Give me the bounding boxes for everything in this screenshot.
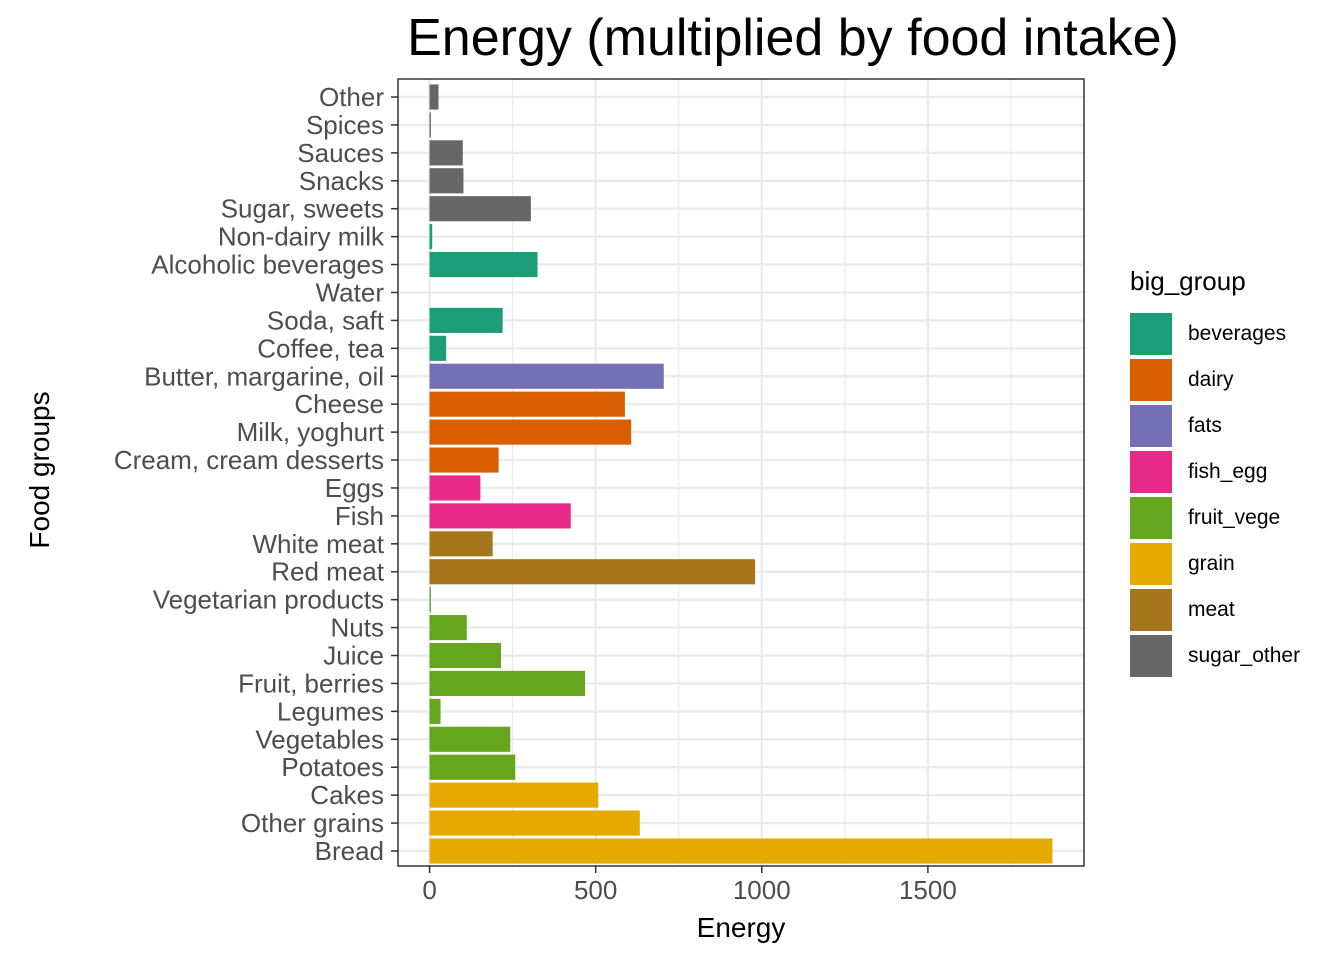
legend-swatch <box>1130 451 1172 493</box>
x-axis-title: Energy <box>696 912 786 943</box>
bar-sauces <box>429 140 463 166</box>
y-tick-label: Other <box>319 82 384 112</box>
y-tick-label: Eggs <box>325 473 384 503</box>
y-tick-label: Coffee, tea <box>257 333 384 363</box>
legend-label: beverages <box>1188 322 1287 345</box>
legend-item: fruit_vege <box>1130 495 1300 541</box>
y-tick-label: Vegetarian products <box>153 585 384 615</box>
y-tick-label: Cakes <box>310 780 384 810</box>
y-tick-label: Milk, yoghurt <box>237 417 385 447</box>
y-tick-label: Red meat <box>271 557 384 587</box>
y-axis-title: Food groups <box>24 391 55 549</box>
y-tick-label: Water <box>316 277 385 307</box>
y-tick-label: Fish <box>335 501 384 531</box>
bar-non-dairy-milk <box>429 224 433 250</box>
legend-item: fish_egg <box>1130 449 1300 495</box>
bar-legumes <box>429 698 441 724</box>
bar-snacks <box>429 168 464 194</box>
legend-label: fats <box>1188 414 1222 437</box>
bar-milk-yoghurt <box>429 419 632 445</box>
y-tick-label: Juice <box>323 641 384 671</box>
bar-cheese <box>429 391 625 417</box>
y-tick-label: Other grains <box>241 808 384 838</box>
legend-swatch <box>1130 589 1172 631</box>
y-tick-label: Legumes <box>277 696 384 726</box>
y-tick-label: Butter, margarine, oil <box>144 361 384 391</box>
bar-eggs <box>429 475 481 501</box>
bar-other-grains <box>429 810 640 836</box>
bar-alcoholic-beverages <box>429 251 538 278</box>
x-tick-label: 1000 <box>733 875 791 905</box>
legend-item: sugar_other <box>1130 633 1300 679</box>
y-tick-label: Soda, saft <box>267 305 385 335</box>
x-tick-label: 0 <box>422 875 436 905</box>
bar-fruit-berries <box>429 670 586 697</box>
legend-swatch <box>1130 543 1172 585</box>
y-tick-label: Vegetables <box>255 724 384 754</box>
chart-title: Energy (multiplied by food intake) <box>407 9 1179 67</box>
bar-fish <box>429 503 571 529</box>
bar-vegetables <box>429 726 511 752</box>
bar-sugar-sweets <box>429 196 531 222</box>
legend-swatch <box>1130 313 1172 355</box>
bar-soda-saft <box>429 307 503 333</box>
x-tick-label: 500 <box>574 875 617 905</box>
y-tick-label: Sauces <box>297 138 384 168</box>
bar-spices <box>429 112 431 138</box>
y-tick-label: Cheese <box>294 389 384 419</box>
legend-swatch <box>1130 405 1172 447</box>
legend-title: big_group <box>1130 266 1246 296</box>
legend-item: beverages <box>1130 311 1300 357</box>
bar-juice <box>429 642 501 669</box>
y-tick-label: Spices <box>306 110 384 140</box>
y-tick-label: Fruit, berries <box>238 668 384 698</box>
y-tick-label: Bread <box>315 836 384 866</box>
legend-swatch <box>1130 497 1172 539</box>
x-tick-label: 1500 <box>899 875 957 905</box>
legend-swatch <box>1130 635 1172 677</box>
legend-swatch <box>1130 359 1172 401</box>
y-tick-label: Sugar, sweets <box>221 194 384 224</box>
bar-cakes <box>429 782 599 808</box>
legend-item: grain <box>1130 541 1300 587</box>
bar-other <box>429 84 439 110</box>
y-tick-label: Nuts <box>331 613 384 643</box>
bar-vegetarian-products <box>429 587 431 613</box>
bar-cream-cream-desserts <box>429 447 499 473</box>
legend-item: meat <box>1130 587 1300 633</box>
bar-potatoes <box>429 754 516 780</box>
bar-coffee-tea <box>429 335 447 361</box>
y-tick-label: Snacks <box>299 166 384 196</box>
y-tick-label: Non-dairy milk <box>218 222 385 252</box>
bar-nuts <box>429 615 467 641</box>
y-tick-label: Potatoes <box>281 752 384 782</box>
legend-item: fats <box>1130 403 1300 449</box>
bar-butter-margarine-oil <box>429 363 664 389</box>
legend-label: dairy <box>1188 368 1234 391</box>
legend-label: fish_egg <box>1188 460 1268 483</box>
y-tick-label: Alcoholic beverages <box>151 250 384 280</box>
bars <box>429 84 1053 864</box>
legend-label: meat <box>1188 598 1235 621</box>
y-tick-label: White meat <box>253 529 385 559</box>
legend-label: fruit_vege <box>1188 506 1281 529</box>
x-axis: 0 500 1000 1500 <box>422 866 957 905</box>
panel-border <box>397 78 1085 867</box>
legend-label: sugar_other <box>1188 644 1301 667</box>
bar-bread <box>429 838 1053 864</box>
bar-red-meat <box>429 559 756 585</box>
legend-label: grain <box>1188 552 1235 575</box>
bar-white-meat <box>429 531 493 557</box>
y-tick-label: Cream, cream desserts <box>114 445 384 475</box>
legend-item: dairy <box>1130 357 1300 403</box>
